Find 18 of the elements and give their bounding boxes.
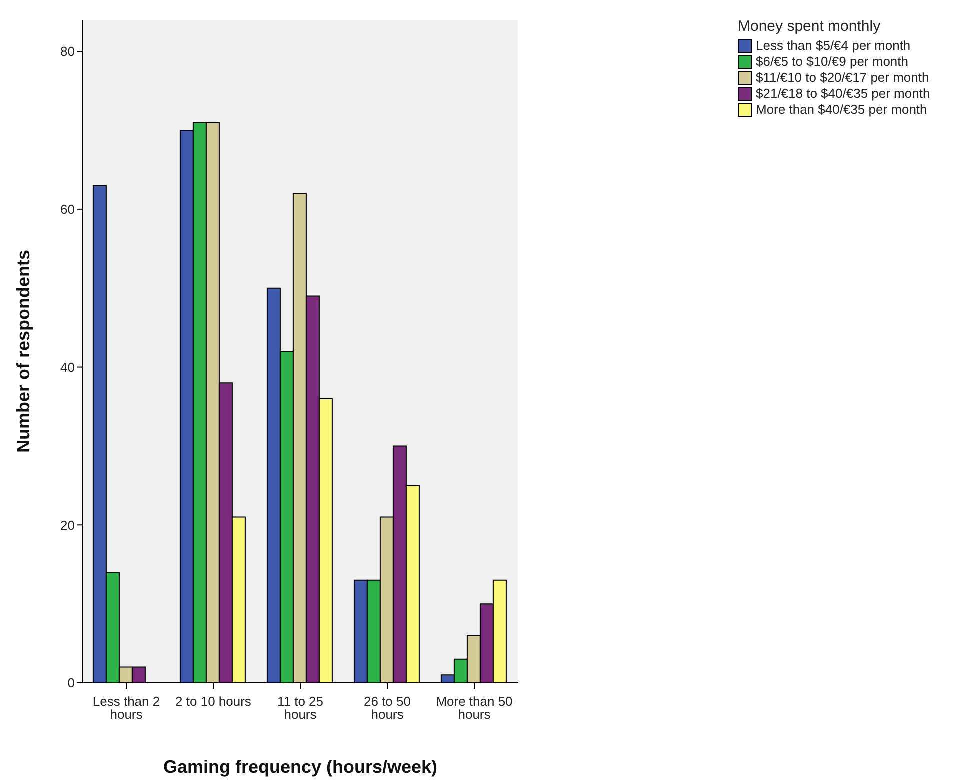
x-tick-label: 26 to 50 hours bbox=[364, 694, 411, 722]
legend-label: $6/€5 to $10/€9 per month bbox=[756, 54, 909, 69]
y-axis-title: Number of respondents bbox=[13, 250, 34, 454]
y-tick-label: 20 bbox=[60, 518, 75, 533]
x-axis-title: Gaming frequency (hours/week) bbox=[163, 757, 438, 777]
legend-label: $21/€18 to $40/€35 per month bbox=[756, 86, 930, 101]
y-tick-label: 80 bbox=[60, 44, 75, 60]
x-tick-label: 11 to 25 hours bbox=[277, 694, 324, 722]
x-tick-label: Less than 2 hours bbox=[92, 694, 160, 722]
legend-title: Money spent monthly bbox=[738, 18, 882, 35]
legend-label: Less than $5/€4 per month bbox=[756, 38, 911, 53]
legend-label: $11/€10 to $20/€17 per month bbox=[756, 70, 930, 85]
y-tick-label: 40 bbox=[60, 360, 75, 375]
x-tick-label: 2 to 10 hours bbox=[176, 694, 252, 710]
y-tick-label: 60 bbox=[60, 202, 75, 218]
x-tick-label: More than 50 hours bbox=[436, 694, 513, 722]
legend-label: More than $40/€35 per month bbox=[756, 102, 928, 117]
y-tick-label: 0 bbox=[68, 676, 75, 691]
